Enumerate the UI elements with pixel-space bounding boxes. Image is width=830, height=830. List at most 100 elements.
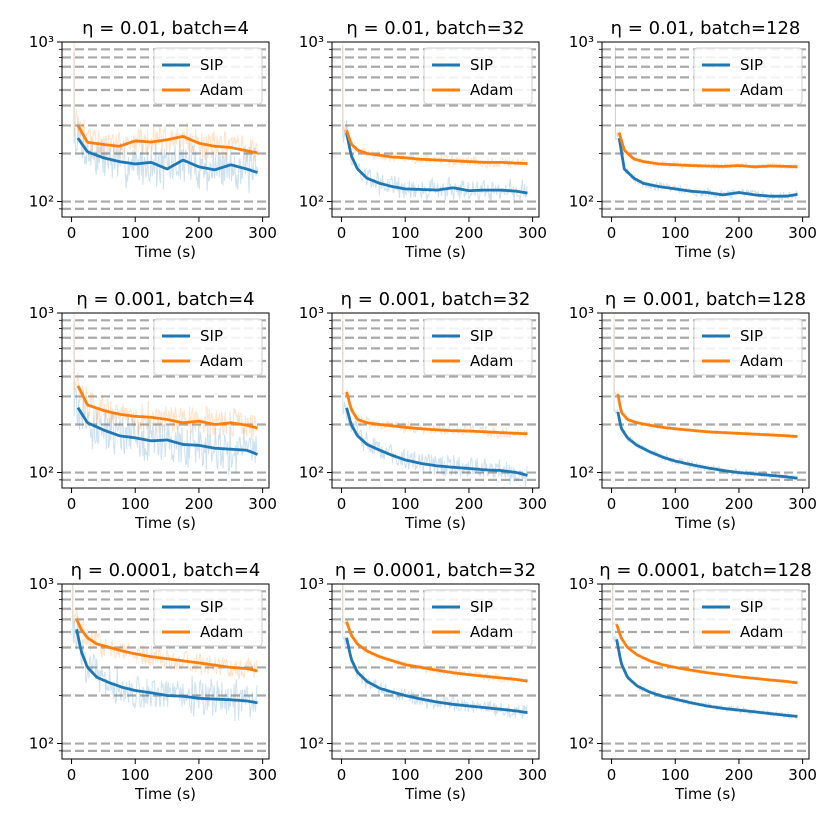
x-axis-label: Time (s) [404, 514, 466, 532]
x-axis-label: Time (s) [134, 785, 196, 803]
axes-frame [61, 41, 270, 218]
x-tick-label: 300 [248, 766, 277, 784]
x-tick-label: 100 [661, 495, 690, 513]
legend-label-sip: SIP [200, 327, 223, 345]
axes-frame [61, 583, 270, 760]
subplot-2: η = 0.01, batch=32 0 100 200 300 10² 10³ Time (… [299, 18, 547, 261]
subplot-title: η = 0.01, batch=32 [346, 18, 524, 39]
x-axis-label: Time (s) [134, 514, 196, 532]
x-tick-label: 100 [121, 224, 150, 242]
legend-label-adam: Adam [200, 623, 243, 641]
axes-frame [601, 583, 810, 760]
x-axis-label: Time (s) [404, 243, 466, 261]
legend-label-sip: SIP [200, 56, 223, 74]
x-tick-label: 200 [455, 495, 484, 513]
legend: SIP Adam [693, 47, 803, 105]
series-line-adam [76, 124, 258, 155]
y-tick-label: 10³ [299, 304, 324, 322]
legend: SIP Adam [693, 589, 803, 647]
x-tick-label: 100 [661, 224, 690, 242]
x-tick-label: 0 [337, 495, 347, 513]
legend: SIP Adam [153, 318, 263, 376]
x-axis-label: Time (s) [674, 785, 736, 803]
series-line-adam [615, 623, 798, 685]
x-tick-label: 100 [391, 224, 420, 242]
x-tick-label: 0 [607, 495, 617, 513]
subplot-1: η = 0.01, batch=4 0 100 200 300 10² 10³ Time (s… [29, 18, 277, 261]
noise-trace-sip [73, 320, 258, 475]
subplot-title: η = 0.001, batch=4 [76, 289, 254, 310]
legend-label-sip: SIP [740, 598, 763, 616]
series-line-sip [617, 137, 798, 198]
x-axis-label: Time (s) [674, 243, 736, 261]
x-tick-label: 300 [518, 766, 547, 784]
x-tick-label: 200 [725, 224, 754, 242]
legend-label-adam: Adam [470, 623, 513, 641]
x-tick-label: 0 [67, 224, 77, 242]
legend: SIP Adam [423, 318, 533, 376]
y-tick-label: 10³ [29, 575, 54, 593]
subplot-8: η = 0.0001, batch=32 0 100 200 300 10² 10³ Time… [299, 560, 547, 803]
legend-label-adam: Adam [740, 81, 783, 99]
series-line-sip [76, 137, 258, 174]
subplot-title: η = 0.0001, batch=32 [335, 560, 536, 581]
x-tick-label: 200 [185, 224, 214, 242]
x-tick-label: 200 [185, 495, 214, 513]
subplot-title: η = 0.001, batch=32 [341, 289, 531, 310]
x-tick-label: 0 [67, 766, 77, 784]
x-tick-label: 300 [788, 495, 817, 513]
x-tick-label: 100 [391, 766, 420, 784]
legend: SIP Adam [153, 589, 263, 647]
x-tick-label: 100 [391, 495, 420, 513]
legend: SIP Adam [693, 318, 803, 376]
noise-trace-sip [73, 51, 258, 194]
noise-trace-adam [72, 584, 258, 680]
subplot-title: η = 0.01, batch=4 [82, 18, 249, 39]
legend: SIP Adam [153, 47, 263, 105]
x-tick-label: 200 [725, 495, 754, 513]
y-tick-label: 10² [29, 193, 54, 211]
series-line-adam [345, 391, 528, 436]
x-tick-label: 100 [661, 766, 690, 784]
series-line-sip [616, 411, 798, 480]
y-tick-label: 10² [569, 193, 594, 211]
legend-label-sip: SIP [200, 598, 223, 616]
x-tick-label: 200 [185, 766, 214, 784]
series-line-sip [345, 132, 528, 195]
subplot-3: η = 0.01, batch=128 0 100 200 300 10² 10³ Time … [569, 18, 817, 261]
x-tick-label: 300 [518, 495, 547, 513]
subplot-title: η = 0.0001, batch=128 [599, 560, 812, 581]
y-tick-label: 10² [569, 735, 594, 753]
series-line-sip [76, 406, 259, 456]
series-line-adam [617, 132, 798, 169]
x-axis-label: Time (s) [134, 243, 196, 261]
y-tick-label: 10³ [29, 33, 54, 51]
legend-label-adam: Adam [470, 81, 513, 99]
legend-label-adam: Adam [470, 352, 513, 370]
series-line-sip [615, 639, 798, 718]
x-tick-label: 300 [248, 495, 277, 513]
axes-frame [61, 312, 270, 489]
axes-frame [331, 41, 540, 218]
y-tick-label: 10³ [299, 33, 324, 51]
x-tick-label: 300 [518, 224, 547, 242]
legend: SIP Adam [423, 47, 533, 105]
x-tick-label: 0 [67, 495, 77, 513]
x-tick-label: 200 [725, 766, 754, 784]
x-tick-label: 300 [788, 224, 817, 242]
series-line-adam [75, 618, 258, 673]
x-axis-label: Time (s) [404, 785, 466, 803]
series-line-adam [76, 385, 258, 430]
legend-label-sip: SIP [740, 56, 763, 74]
legend-label-adam: Adam [740, 352, 783, 370]
y-tick-label: 10³ [299, 575, 324, 593]
axes-frame [331, 312, 540, 489]
series-line-sip [345, 407, 528, 477]
x-axis-label: Time (s) [674, 514, 736, 532]
legend-label-sip: SIP [470, 327, 493, 345]
x-tick-label: 0 [607, 224, 617, 242]
y-tick-label: 10² [299, 735, 324, 753]
axes-frame [601, 312, 810, 489]
subplot-5: η = 0.001, batch=32 0 100 200 300 10² 10³ Time … [299, 289, 547, 532]
